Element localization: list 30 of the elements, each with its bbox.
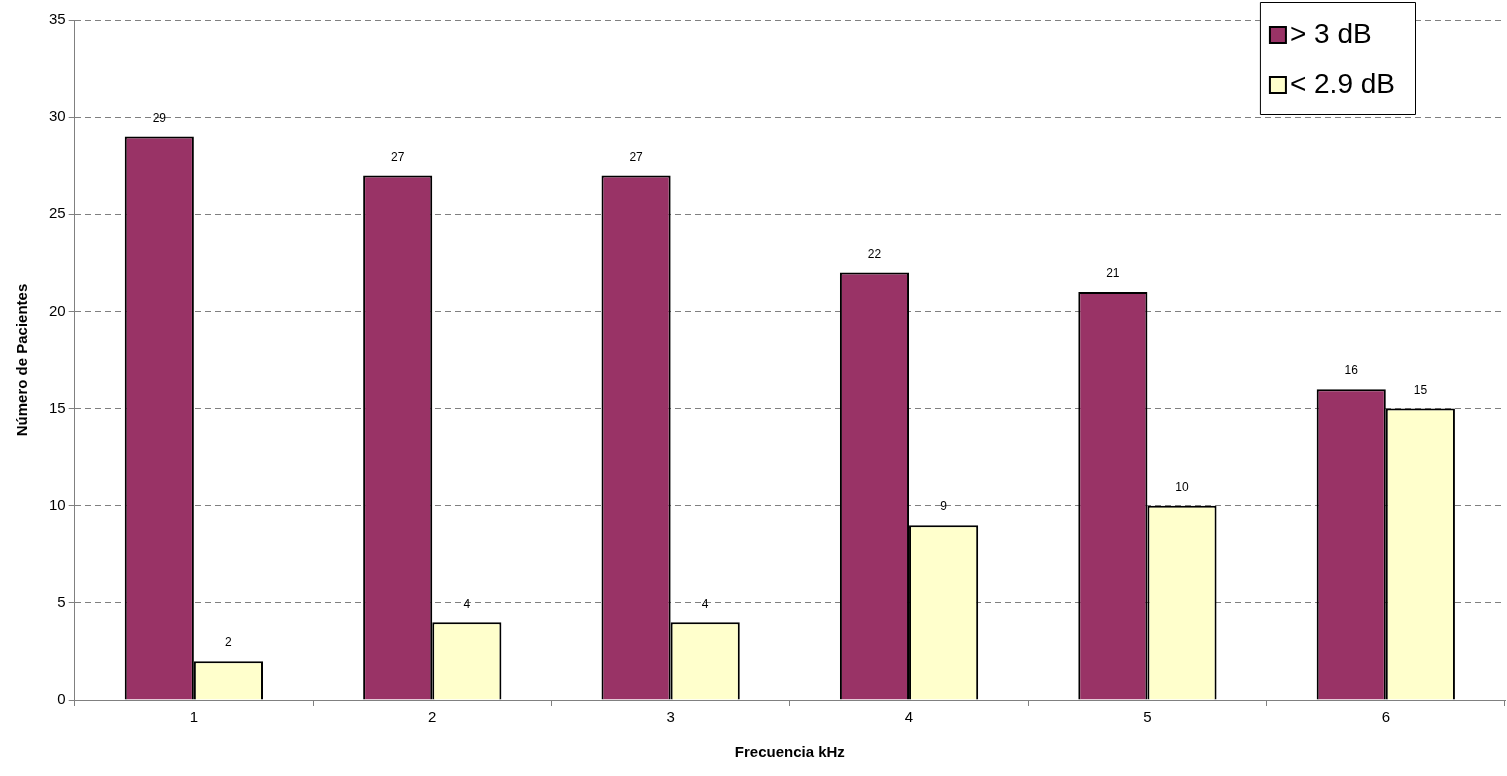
- data-label: 29: [152, 110, 167, 125]
- data-label: 16: [1344, 363, 1359, 378]
- x-tick-label: 1: [189, 708, 199, 726]
- data-label: 21: [1106, 266, 1120, 281]
- y-tick-label: 20: [49, 301, 66, 319]
- y-tick-label: 5: [57, 593, 66, 610]
- y-tick-label: 10: [49, 495, 66, 513]
- y-tick-label: 30: [49, 107, 66, 125]
- data-label: 4: [463, 596, 471, 611]
- y-tick-label: 25: [49, 204, 66, 222]
- y-tick-label: 15: [49, 398, 66, 416]
- x-tick-label: 4: [904, 708, 914, 726]
- y-axis-title: Número de Pacientes: [13, 283, 31, 437]
- data-label: 22: [867, 246, 882, 261]
- x-tick-label: 2: [428, 708, 437, 726]
- data-label: 27: [391, 149, 405, 164]
- y-tick-label: 0: [57, 690, 66, 708]
- x-tick-label: 5: [1143, 708, 1152, 726]
- legend-label: < 2.9 dB: [1289, 67, 1396, 99]
- x-axis-title: Frecuencia kHz: [734, 743, 845, 761]
- data-label: 27: [629, 149, 644, 164]
- data-label: 15: [1413, 382, 1428, 397]
- x-tick-label: 6: [1381, 708, 1390, 726]
- data-label: 10: [1175, 480, 1189, 495]
- legend-label: > 3 dB: [1289, 17, 1372, 49]
- y-tick-label: 35: [49, 10, 66, 28]
- x-tick-label: 3: [666, 708, 675, 726]
- data-label: 9: [940, 499, 948, 514]
- data-label: 4: [701, 596, 709, 611]
- data-label: 2: [225, 635, 233, 650]
